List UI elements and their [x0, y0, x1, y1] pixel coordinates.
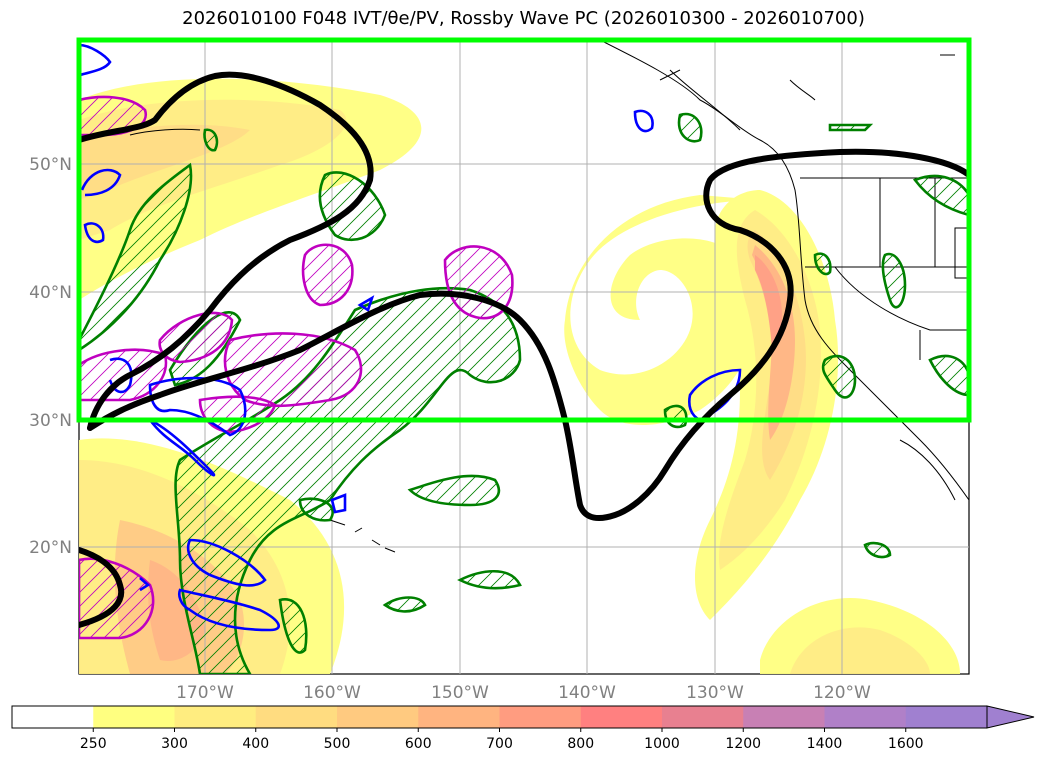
colorbar-segment	[662, 706, 744, 728]
colorbar-label: 600	[405, 736, 432, 752]
colorbar-segment	[255, 706, 338, 728]
lat-label-40n: 40°N	[29, 283, 72, 303]
lat-label-30n: 30°N	[29, 411, 72, 431]
colorbar-segment	[499, 706, 582, 728]
colorbar-segment	[174, 706, 257, 728]
colorbar-label: 700	[486, 736, 513, 752]
highlight-box	[76, 37, 972, 423]
lat-label-50n: 50°N	[29, 155, 72, 175]
colorbar-segment	[418, 706, 500, 728]
colorbar: 250 300 400 500 600 700 800 1000 1200 1400 1600	[11, 705, 1035, 752]
colorbar-segment	[743, 706, 825, 728]
lon-label-170w: 170°W	[176, 683, 234, 703]
colorbar-label: 1400	[807, 736, 843, 752]
colorbar-label: 400	[242, 736, 269, 752]
colorbar-label: 500	[324, 736, 351, 752]
lon-label-120w: 120°W	[813, 683, 871, 703]
colorbar-segment	[905, 706, 988, 728]
colorbar-segment	[580, 706, 663, 728]
colorbar-segment	[337, 706, 419, 728]
lon-label-130w: 130°W	[686, 683, 744, 703]
colorbar-segment	[824, 706, 907, 728]
lon-label-160w: 160°W	[303, 683, 361, 703]
lat-label-20n: 20°N	[29, 538, 72, 558]
colorbar-label: 1200	[725, 736, 761, 752]
colorbar-label: 300	[161, 736, 188, 752]
colorbar-label: 1600	[888, 736, 924, 752]
lon-label-140w: 140°W	[558, 683, 616, 703]
rossby-wave-contours	[79, 71, 969, 628]
coastlines	[129, 40, 969, 553]
colorbar-label: 800	[567, 736, 594, 752]
colorbar-segment	[12, 706, 94, 728]
colorbar-label: 1000	[644, 736, 680, 752]
colorbar-label: 250	[80, 736, 107, 752]
figure-title: 2026010100 F048 IVT/θe/PV, Rossby Wave P…	[182, 8, 865, 29]
colorbar-segment	[93, 706, 175, 728]
lon-label-150w: 150°W	[431, 683, 489, 703]
colorbar-extension	[986, 705, 1035, 729]
map-content	[79, 40, 969, 674]
